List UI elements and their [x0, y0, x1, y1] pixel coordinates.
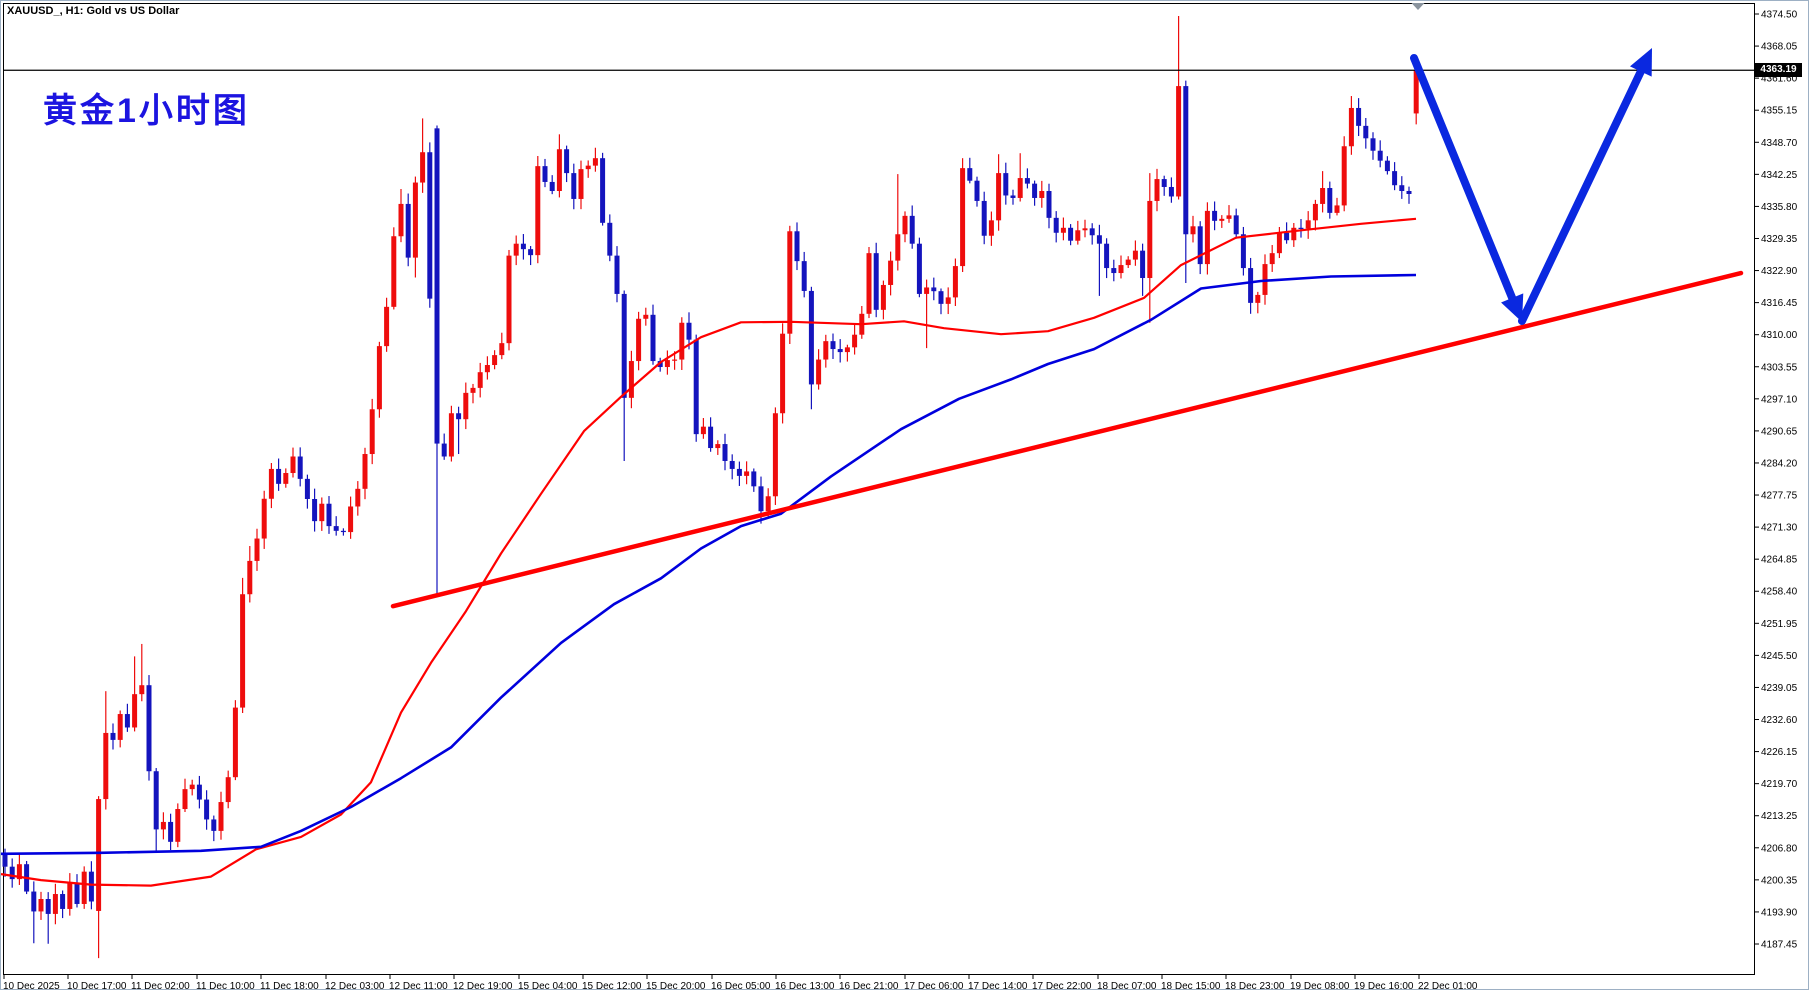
svg-text:15 Dec 12:00: 15 Dec 12:00 — [582, 981, 642, 990]
svg-text:4277.75: 4277.75 — [1761, 491, 1798, 502]
svg-text:4213.25: 4213.25 — [1761, 811, 1798, 822]
chart-title: XAUUSD_, H1: Gold vs US Dollar — [7, 5, 180, 17]
svg-text:15 Dec 20:00: 15 Dec 20:00 — [646, 981, 706, 990]
svg-text:4206.80: 4206.80 — [1761, 843, 1798, 854]
svg-text:4239.05: 4239.05 — [1761, 683, 1798, 694]
svg-text:12 Dec 11:00: 12 Dec 11:00 — [389, 981, 448, 990]
ma-slow-blue[interactable] — [1, 273, 1417, 856]
svg-text:4316.45: 4316.45 — [1761, 298, 1798, 309]
svg-text:10 Dec 2025: 10 Dec 2025 — [3, 981, 60, 990]
svg-text:4264.85: 4264.85 — [1761, 555, 1798, 566]
svg-text:4187.45: 4187.45 — [1761, 940, 1798, 951]
svg-text:19 Dec 08:00: 19 Dec 08:00 — [1290, 981, 1350, 990]
svg-text:4251.95: 4251.95 — [1761, 619, 1798, 630]
svg-text:17 Dec 14:00: 17 Dec 14:00 — [968, 981, 1028, 990]
svg-text:4348.70: 4348.70 — [1761, 138, 1798, 149]
svg-text:4342.25: 4342.25 — [1761, 170, 1798, 181]
svg-text:4361.60: 4361.60 — [1761, 74, 1798, 85]
svg-text:4226.15: 4226.15 — [1761, 747, 1798, 758]
plot-frame — [3, 3, 1755, 975]
svg-text:4355.15: 4355.15 — [1761, 106, 1798, 117]
svg-text:4193.90: 4193.90 — [1761, 907, 1798, 918]
price-axis[interactable]: 4374.50 4368.05 4361.60 4355.15 4348.70 4342.… — [1754, 10, 1798, 951]
svg-text:18 Dec 23:00: 18 Dec 23:00 — [1225, 981, 1285, 990]
chart-shift-marker-icon[interactable] — [1411, 3, 1425, 10]
down-arrow[interactable] — [1410, 54, 1524, 322]
svg-text:12 Dec 03:00: 12 Dec 03:00 — [325, 981, 385, 990]
candles — [2, 15, 1419, 959]
svg-text:4200.35: 4200.35 — [1761, 875, 1798, 886]
svg-text:4368.05: 4368.05 — [1761, 42, 1798, 53]
svg-text:4258.40: 4258.40 — [1761, 587, 1798, 598]
svg-text:16 Dec 05:00: 16 Dec 05:00 — [711, 981, 771, 990]
svg-text:22 Dec 01:00: 22 Dec 01:00 — [1418, 981, 1478, 990]
svg-text:10 Dec 17:00: 10 Dec 17:00 — [67, 981, 127, 990]
svg-text:4322.90: 4322.90 — [1761, 266, 1798, 277]
svg-text:4271.30: 4271.30 — [1761, 523, 1798, 534]
svg-text:4232.60: 4232.60 — [1761, 715, 1798, 726]
trendline[interactable] — [390, 270, 1744, 609]
svg-text:16 Dec 13:00: 16 Dec 13:00 — [775, 981, 835, 990]
annotation-text-object[interactable]: 黄金1小时图 — [43, 92, 250, 130]
svg-text:4374.50: 4374.50 — [1761, 10, 1798, 21]
svg-text:16 Dec 21:00: 16 Dec 21:00 — [839, 981, 899, 990]
svg-text:12 Dec 19:00: 12 Dec 19:00 — [453, 981, 513, 990]
time-axis[interactable]: 10 Dec 2025 10 Dec 17:00 11 Dec 02:00 11 De… — [3, 974, 1478, 990]
current-price-tag: 4363.19 — [1755, 63, 1802, 78]
svg-text:4329.35: 4329.35 — [1761, 234, 1798, 245]
svg-text:11 Dec 02:00: 11 Dec 02:00 — [131, 981, 190, 990]
svg-text:4297.10: 4297.10 — [1761, 394, 1798, 405]
svg-text:15 Dec 04:00: 15 Dec 04:00 — [518, 981, 578, 990]
svg-text:4219.70: 4219.70 — [1761, 779, 1798, 790]
svg-text:18 Dec 07:00: 18 Dec 07:00 — [1097, 981, 1157, 990]
ma-fast-red[interactable] — [1, 217, 1417, 887]
svg-text:17 Dec 22:00: 17 Dec 22:00 — [1032, 981, 1092, 990]
svg-text:11 Dec 10:00: 11 Dec 10:00 — [196, 981, 255, 990]
svg-text:4290.65: 4290.65 — [1761, 426, 1798, 437]
svg-text:19 Dec 16:00: 19 Dec 16:00 — [1354, 981, 1414, 990]
up-arrow[interactable] — [1518, 48, 1652, 325]
svg-text:17 Dec 06:00: 17 Dec 06:00 — [904, 981, 964, 990]
svg-text:4284.20: 4284.20 — [1761, 458, 1798, 469]
svg-text:4310.00: 4310.00 — [1761, 330, 1798, 341]
svg-text:4303.55: 4303.55 — [1761, 362, 1798, 373]
svg-text:4335.80: 4335.80 — [1761, 202, 1798, 213]
svg-text:11 Dec 18:00: 11 Dec 18:00 — [260, 981, 319, 990]
svg-text:18 Dec 15:00: 18 Dec 15:00 — [1161, 981, 1221, 990]
svg-text:4245.50: 4245.50 — [1761, 651, 1798, 662]
